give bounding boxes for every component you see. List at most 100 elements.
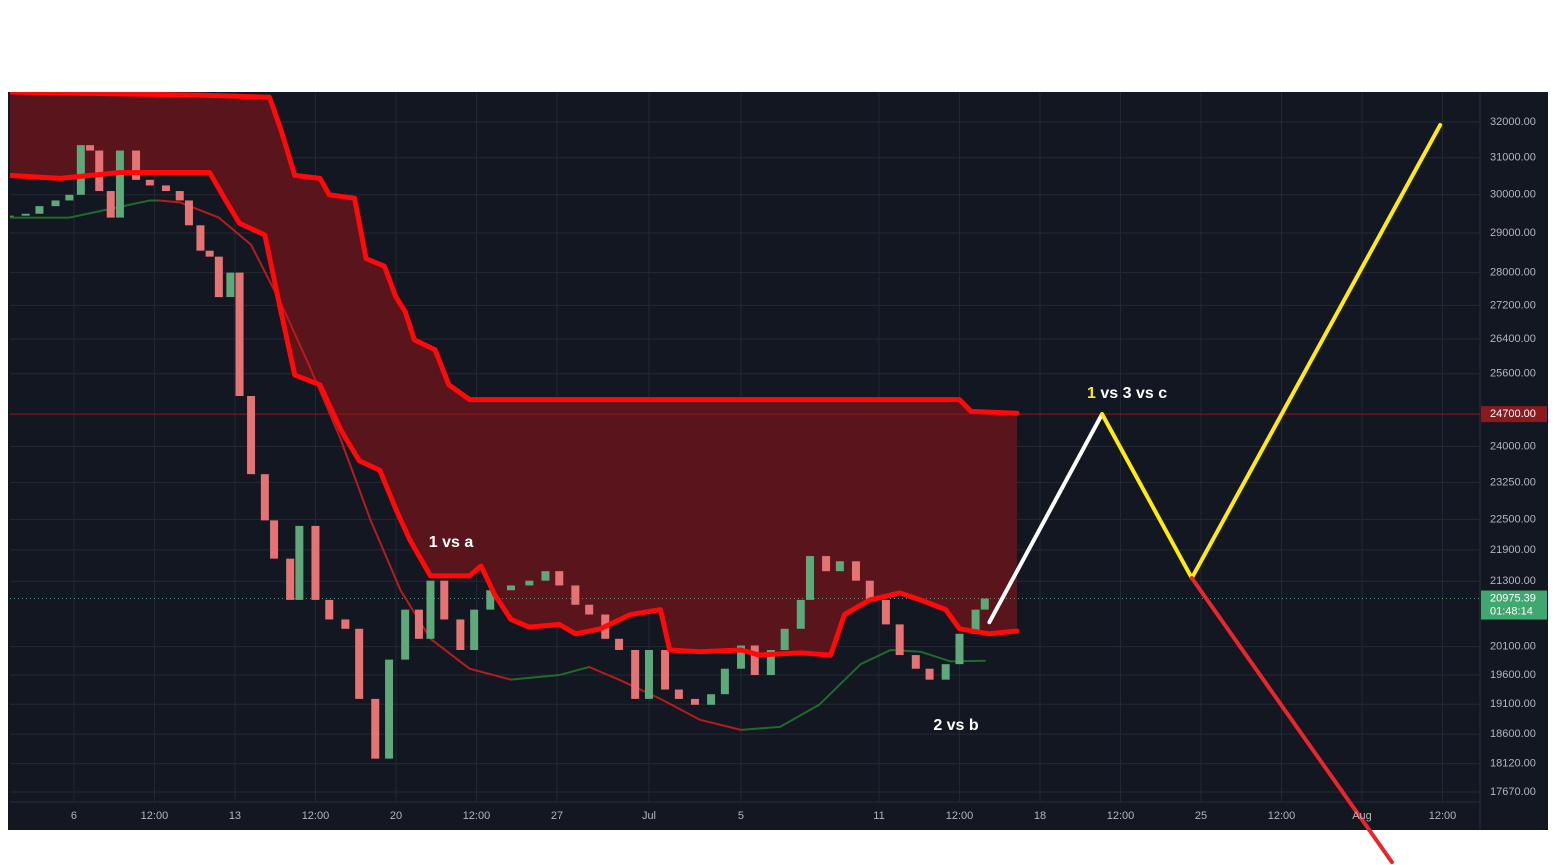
annotation: 1 vs a: [429, 534, 474, 551]
candle-body: [440, 580, 449, 620]
axes: 6 12:00 13 12:00 20 12:00 27 Jul 5 11 12:00 18 12:00…: [71, 116, 1547, 822]
candle-body: [385, 659, 394, 759]
y-tick-label: 31000.00: [1490, 152, 1536, 164]
candle-body: [720, 668, 729, 695]
candle-body: [661, 649, 670, 690]
candle-body: [486, 590, 495, 610]
candle-body: [295, 525, 304, 600]
candle-body: [426, 580, 435, 639]
moving-average: [588, 666, 742, 731]
candle-body: [175, 191, 184, 201]
plot-area: [10, 92, 1480, 759]
candle-body: [51, 200, 60, 207]
candle-body: [470, 609, 479, 650]
x-tick-label: 13: [229, 810, 241, 822]
annotation: 1 vs 3 vs c: [1087, 385, 1167, 402]
y-tick-label: 21300.00: [1490, 575, 1536, 587]
candle-body: [311, 525, 320, 600]
y-tick-label: 25600.00: [1490, 368, 1536, 380]
candle-body: [615, 638, 624, 650]
band-lower: [10, 169, 1020, 658]
candle-body: [805, 556, 814, 600]
y-tick-label: 24000.00: [1490, 440, 1536, 452]
projection-line: [987, 412, 1105, 625]
x-tick-label: 25: [1195, 810, 1207, 822]
y-tick-label: 29000.00: [1490, 227, 1536, 239]
candle-body: [341, 619, 350, 629]
x-tick-label: 12:00: [463, 810, 491, 822]
candle-body: [371, 698, 380, 759]
candle-body: [881, 599, 890, 625]
candle-body: [132, 150, 141, 180]
candle-body: [286, 558, 295, 600]
y-tick-label: 18600.00: [1490, 728, 1536, 740]
y-tick-label: 17670.00: [1490, 786, 1536, 798]
y-tick-label: 26400.00: [1490, 333, 1536, 345]
candle-body: [270, 520, 279, 559]
projection-line: [1189, 576, 1394, 865]
y-tick-label: 18120.00: [1490, 758, 1536, 770]
annotation-text: vs 3 vs c: [1100, 385, 1167, 402]
candle-body: [10, 215, 14, 217]
candle-body: [911, 655, 920, 669]
candle-body: [355, 628, 364, 699]
candle-body: [822, 556, 831, 572]
candle-body: [971, 609, 980, 634]
x-tick-label: Jul: [642, 810, 656, 822]
candle-body: [226, 272, 235, 298]
x-tick-label: 11: [873, 810, 884, 822]
y-tick-label: 27200.00: [1490, 299, 1536, 311]
y-tick-label: 22500.00: [1490, 513, 1536, 525]
candle-body: [65, 194, 74, 201]
annotation: 2 vs b: [933, 717, 979, 734]
candle-body: [895, 624, 904, 656]
candle-body: [86, 145, 95, 151]
candle-body: [851, 561, 860, 581]
candle-body: [980, 598, 989, 610]
candle-body: [115, 150, 124, 218]
candle-body: [750, 645, 759, 676]
candle-body: [161, 185, 170, 192]
candle-body: [796, 599, 805, 629]
x-tick-label: 12:00: [1107, 810, 1135, 822]
candle-body: [95, 150, 104, 192]
annotation-highlight: 1: [1087, 385, 1096, 402]
x-tick-label: 12:00: [946, 810, 974, 822]
x-tick-label: 6: [71, 810, 77, 822]
price-line-label-box: [1481, 406, 1547, 423]
candle-body: [865, 580, 874, 600]
candle-body: [631, 649, 640, 699]
candle-body: [456, 619, 465, 650]
candle-body: [76, 145, 85, 195]
candle-body: [21, 213, 30, 216]
y-tick-label: 19600.00: [1490, 669, 1536, 681]
candle-body: [736, 645, 745, 669]
candle-body: [690, 698, 699, 705]
moving-average: [739, 648, 986, 731]
candle-body: [555, 571, 564, 586]
last-price-label-box: [1481, 590, 1547, 620]
candle-body: [941, 664, 950, 680]
x-tick-label: 12:00: [1429, 810, 1457, 822]
candle-body: [414, 609, 423, 639]
x-tick-label: 12:00: [1268, 810, 1296, 822]
price-line-label: 24700.00: [1490, 408, 1536, 420]
candle-body: [235, 272, 244, 396]
candle-body: [780, 628, 789, 650]
candle-body: [925, 668, 934, 680]
candle-body: [506, 585, 515, 591]
candle-body: [401, 609, 410, 660]
candle-body: [955, 633, 964, 665]
candle-body: [260, 474, 269, 521]
candle-body: [196, 225, 205, 251]
y-tick-label: 23250.00: [1490, 476, 1536, 488]
x-tick-label: 12:00: [302, 810, 330, 822]
y-tick-label: 30000.00: [1490, 189, 1536, 201]
countdown-label: 01:48:14: [1490, 605, 1533, 617]
candle-body: [585, 604, 594, 615]
candle-body: [325, 599, 334, 620]
moving-average: [509, 666, 591, 681]
band-upper: [10, 92, 1020, 416]
x-tick-label: 20: [390, 810, 402, 822]
